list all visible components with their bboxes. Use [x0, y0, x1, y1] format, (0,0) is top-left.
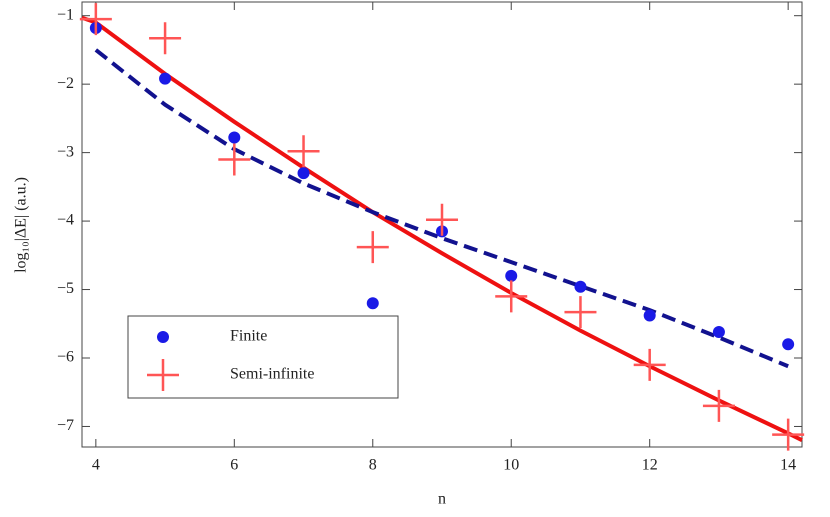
point [356, 231, 389, 264]
point [702, 389, 735, 422]
point [772, 418, 805, 451]
plot-area [79, 3, 805, 451]
x-tick-label: 8 [369, 457, 377, 474]
x-tick-label: 6 [230, 457, 238, 474]
point [633, 348, 666, 381]
plot-frame [81, 1, 803, 448]
x-axis-label: n [438, 491, 446, 508]
point [297, 167, 310, 180]
point [149, 22, 182, 55]
y-tick-label: −2 [57, 75, 74, 92]
legend-box [127, 315, 399, 399]
point [426, 203, 458, 236]
point [505, 269, 518, 282]
legend-label: Finite [230, 328, 267, 345]
point [228, 131, 241, 144]
legend-label: Semi-infinite [230, 366, 314, 383]
point [218, 143, 251, 176]
x-tick-label: 10 [503, 457, 519, 474]
point [564, 296, 597, 329]
y-tick-label: −6 [57, 349, 74, 366]
y-tick-label: −4 [57, 212, 74, 229]
point [79, 3, 112, 36]
legend-marker [147, 359, 179, 391]
point [366, 297, 379, 310]
x-tick-label: 14 [780, 457, 796, 474]
legend: Finite Semi-infinite [127, 315, 399, 399]
point [159, 72, 172, 85]
y-tick-label: −3 [57, 143, 74, 160]
point [287, 135, 320, 168]
fit-line [94, 48, 789, 369]
point [782, 338, 795, 351]
point [643, 309, 656, 322]
x-tick-label: 12 [642, 457, 658, 474]
point [574, 280, 587, 293]
point [712, 325, 725, 338]
legend-marker [157, 331, 169, 343]
y-tick-label: −1 [57, 6, 74, 23]
y-axis-label: log₁₀|ΔE| (a.u.) [13, 177, 30, 273]
y-tick-label: −7 [57, 417, 74, 434]
point [495, 280, 528, 313]
x-tick-label: 4 [92, 457, 100, 474]
y-tick-label: −5 [57, 280, 74, 297]
